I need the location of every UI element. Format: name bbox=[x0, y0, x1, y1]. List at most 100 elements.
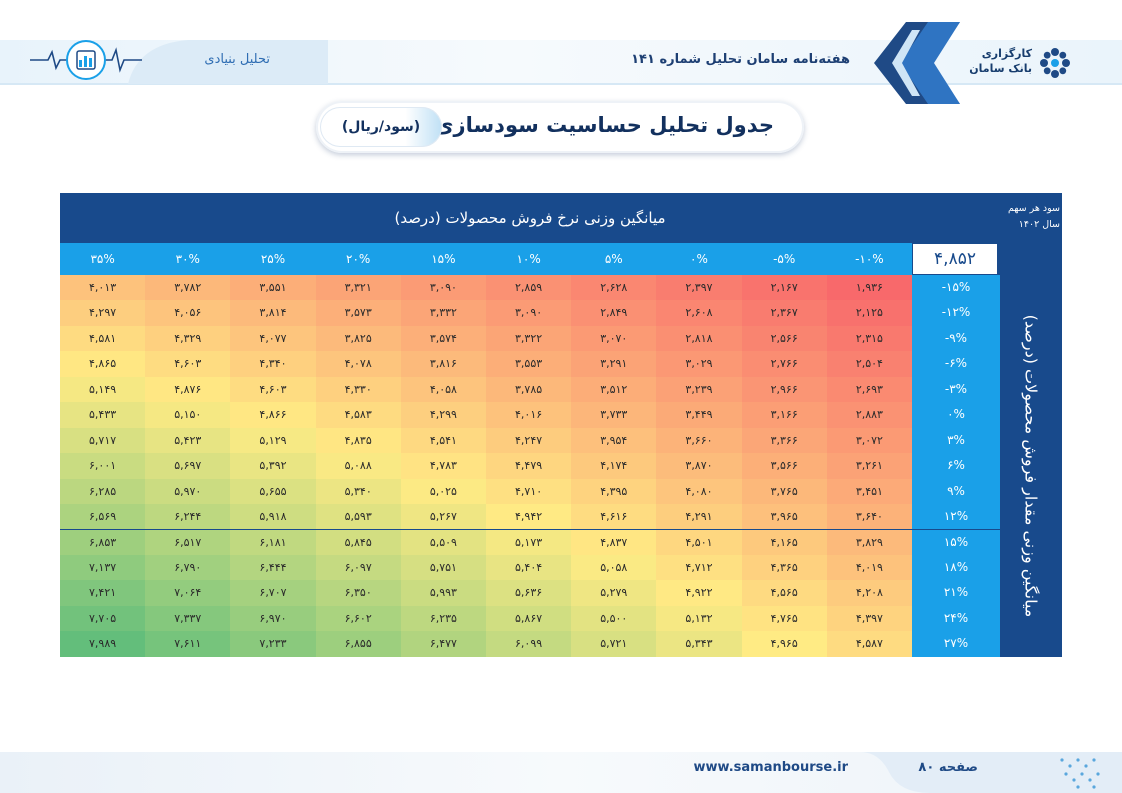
table-cell: ۴,۲۹۱ bbox=[656, 504, 742, 530]
table-cell: ۴,۰۵۸ bbox=[400, 376, 486, 403]
brand-line-1: کارگزاری bbox=[981, 47, 1032, 60]
table-cell: ۵,۳۴۳ bbox=[656, 631, 742, 657]
table-cell: ۳,۸۲۹ bbox=[826, 529, 912, 555]
table-cell: ۴,۵۶۵ bbox=[741, 580, 827, 606]
table-cell: ۶,۷۹۰ bbox=[145, 554, 231, 581]
table-cell: ۳,۲۶۱ bbox=[826, 453, 912, 479]
table-cell: ۳,۰۹۰ bbox=[400, 275, 486, 301]
row-header: ۹% bbox=[912, 478, 1000, 505]
table-cell: ۴,۲۹۹ bbox=[400, 402, 486, 428]
table-cell: ۳,۳۶۶ bbox=[741, 427, 827, 454]
table-cell: ۲,۶۰۸ bbox=[656, 300, 742, 326]
table-cell: ۵,۴۳۳ bbox=[60, 402, 146, 428]
footer-website-link[interactable]: www.samanbourse.ir bbox=[693, 760, 848, 775]
footer-curve-decoration bbox=[860, 752, 1122, 793]
table-cell: ۲,۵۶۶ bbox=[741, 325, 827, 352]
table-cell: ۶,۰۹۹ bbox=[486, 631, 572, 657]
table-cell: ۳,۳۲۱ bbox=[315, 275, 401, 301]
table-cell: ۴,۵۸۳ bbox=[315, 402, 401, 428]
table-cell: ۶,۹۷۰ bbox=[230, 605, 316, 632]
eps-label-line-1: سود هر سهم bbox=[1007, 203, 1060, 214]
table-cell: ۴,۰۷۸ bbox=[315, 351, 401, 377]
table-cell: ۶,۰۰۱ bbox=[60, 453, 146, 479]
table-cell: ۵,۹۹۳ bbox=[400, 580, 486, 606]
table-cell: ۳,۷۶۵ bbox=[741, 478, 827, 505]
table-cell: ۵,۶۳۶ bbox=[486, 580, 572, 606]
row-header: ۶% bbox=[912, 453, 1000, 479]
brand-block: کارگزاری بانک سامان bbox=[968, 46, 1118, 80]
table-cell: ۶,۰۹۷ bbox=[315, 554, 401, 581]
table-cell: ۴,۳۹۷ bbox=[826, 605, 912, 632]
table-cell: ۵,۴۲۳ bbox=[145, 427, 231, 454]
table-cell: ۵,۹۷۰ bbox=[145, 478, 231, 505]
table-cell: ۲,۹۶۶ bbox=[741, 376, 827, 403]
table-cell: ۴,۰۱۹ bbox=[826, 554, 912, 581]
table-cell: ۶,۳۵۰ bbox=[315, 580, 401, 606]
table-cell: ۳,۸۲۵ bbox=[315, 325, 401, 352]
table-cell: ۵,۵۰۹ bbox=[400, 529, 486, 555]
table-cell: ۴,۸۳۷ bbox=[571, 529, 657, 555]
table-cell: ۲,۸۸۳ bbox=[826, 402, 912, 428]
column-header: ۰% bbox=[690, 252, 708, 266]
table-cell: ۶,۸۵۳ bbox=[60, 529, 146, 555]
column-header: ۲۵% bbox=[260, 252, 286, 266]
table-cell: ۳,۵۵۱ bbox=[230, 275, 316, 301]
table-cell: ۴,۵۴۱ bbox=[400, 427, 486, 454]
dot-pattern-icon bbox=[1060, 758, 1100, 789]
row-header: ۲۷% bbox=[912, 631, 1000, 657]
table-cell: ۴,۰۷۷ bbox=[230, 325, 316, 352]
table-cell: ۳,۹۵۴ bbox=[571, 427, 657, 454]
table-cell: ۶,۲۸۵ bbox=[60, 478, 146, 505]
column-header: ۳۵% bbox=[90, 252, 115, 266]
table-cell: ۱,۹۳۶ bbox=[826, 275, 912, 301]
table-cell: ۷,۰۶۴ bbox=[145, 580, 231, 606]
row-header: -۳% bbox=[912, 376, 1000, 403]
table-cell: ۴,۰۸۰ bbox=[656, 478, 742, 505]
sensitivity-table: میانگین وزنی نرخ فروش محصولات (درصد) سود… bbox=[60, 193, 1062, 657]
table-cell: ۵,۵۰۰ bbox=[571, 605, 657, 632]
table-cell: ۲,۶۲۸ bbox=[571, 275, 657, 301]
table-cell: ۶,۴۴۴ bbox=[230, 554, 316, 581]
table-cell: ۳,۸۷۰ bbox=[656, 453, 742, 479]
column-header-bar: -۱۰% -۵% ۰% ۵% ۱۰% ۱۵% ۲۰% ۲۵% ۳۰% ۳۵% bbox=[60, 243, 912, 275]
publication-title: هفته‌نامه سامان تحلیل شماره ۱۴۱ bbox=[631, 52, 850, 67]
brand-name: کارگزاری بانک سامان bbox=[968, 46, 1032, 76]
table-cell: ۶,۷۰۷ bbox=[230, 580, 316, 606]
column-header: ۱۰% bbox=[516, 252, 541, 266]
table-cell: ۴,۵۰۱ bbox=[656, 529, 742, 555]
table-cell: ۶,۱۸۱ bbox=[230, 529, 316, 555]
column-header: ۳۰% bbox=[175, 252, 200, 266]
table-cell: ۶,۸۵۵ bbox=[315, 631, 401, 657]
table-cell: ۵,۰۵۸ bbox=[571, 554, 657, 581]
table-cell: ۷,۱۳۷ bbox=[60, 554, 146, 581]
table-cell: ۳,۶۶۰ bbox=[656, 427, 742, 454]
table-cell: ۷,۷۰۵ bbox=[60, 605, 146, 632]
table-cell: ۵,۶۵۵ bbox=[230, 478, 316, 505]
table-cell: ۳,۲۳۹ bbox=[656, 376, 742, 403]
table-cell: ۴,۱۶۵ bbox=[741, 529, 827, 555]
row-axis-title: میانگین وزنی مقدار فروش محصولات (درصد) bbox=[1021, 314, 1041, 618]
table-cell: ۴,۳۹۵ bbox=[571, 478, 657, 505]
table-cell: ۲,۸۴۹ bbox=[571, 300, 657, 326]
table-cell: ۴,۷۸۳ bbox=[400, 453, 486, 479]
table-cell: ۳,۸۱۶ bbox=[400, 351, 486, 377]
table-cell: ۳,۱۶۶ bbox=[741, 402, 827, 428]
table-cell: ۷,۹۸۹ bbox=[60, 631, 146, 657]
table-cell: ۶,۲۳۵ bbox=[400, 605, 486, 632]
table-cell: ۳,۵۶۶ bbox=[741, 453, 827, 479]
table-cell: ۳,۵۷۴ bbox=[400, 325, 486, 352]
table-cell: ۴,۲۰۸ bbox=[826, 580, 912, 606]
table-cell: ۲,۶۹۳ bbox=[826, 376, 912, 403]
table-cell: ۵,۰۲۵ bbox=[400, 478, 486, 505]
table-cell: ۲,۳۹۷ bbox=[656, 275, 742, 301]
table-cell: ۴,۸۶۶ bbox=[230, 402, 316, 428]
table-cell: ۳,۳۲۲ bbox=[486, 325, 572, 352]
table-cell: ۳,۵۱۲ bbox=[571, 376, 657, 403]
table-cell: ۳,۴۴۹ bbox=[656, 402, 742, 428]
table-cell: ۴,۱۷۴ bbox=[571, 453, 657, 479]
unit-badge: (سود/ریال) bbox=[320, 107, 442, 147]
table-cell: ۲,۱۶۷ bbox=[741, 275, 827, 301]
table-cell: ۵,۵۹۳ bbox=[315, 504, 401, 530]
table-cell: ۴,۸۷۶ bbox=[145, 376, 231, 403]
